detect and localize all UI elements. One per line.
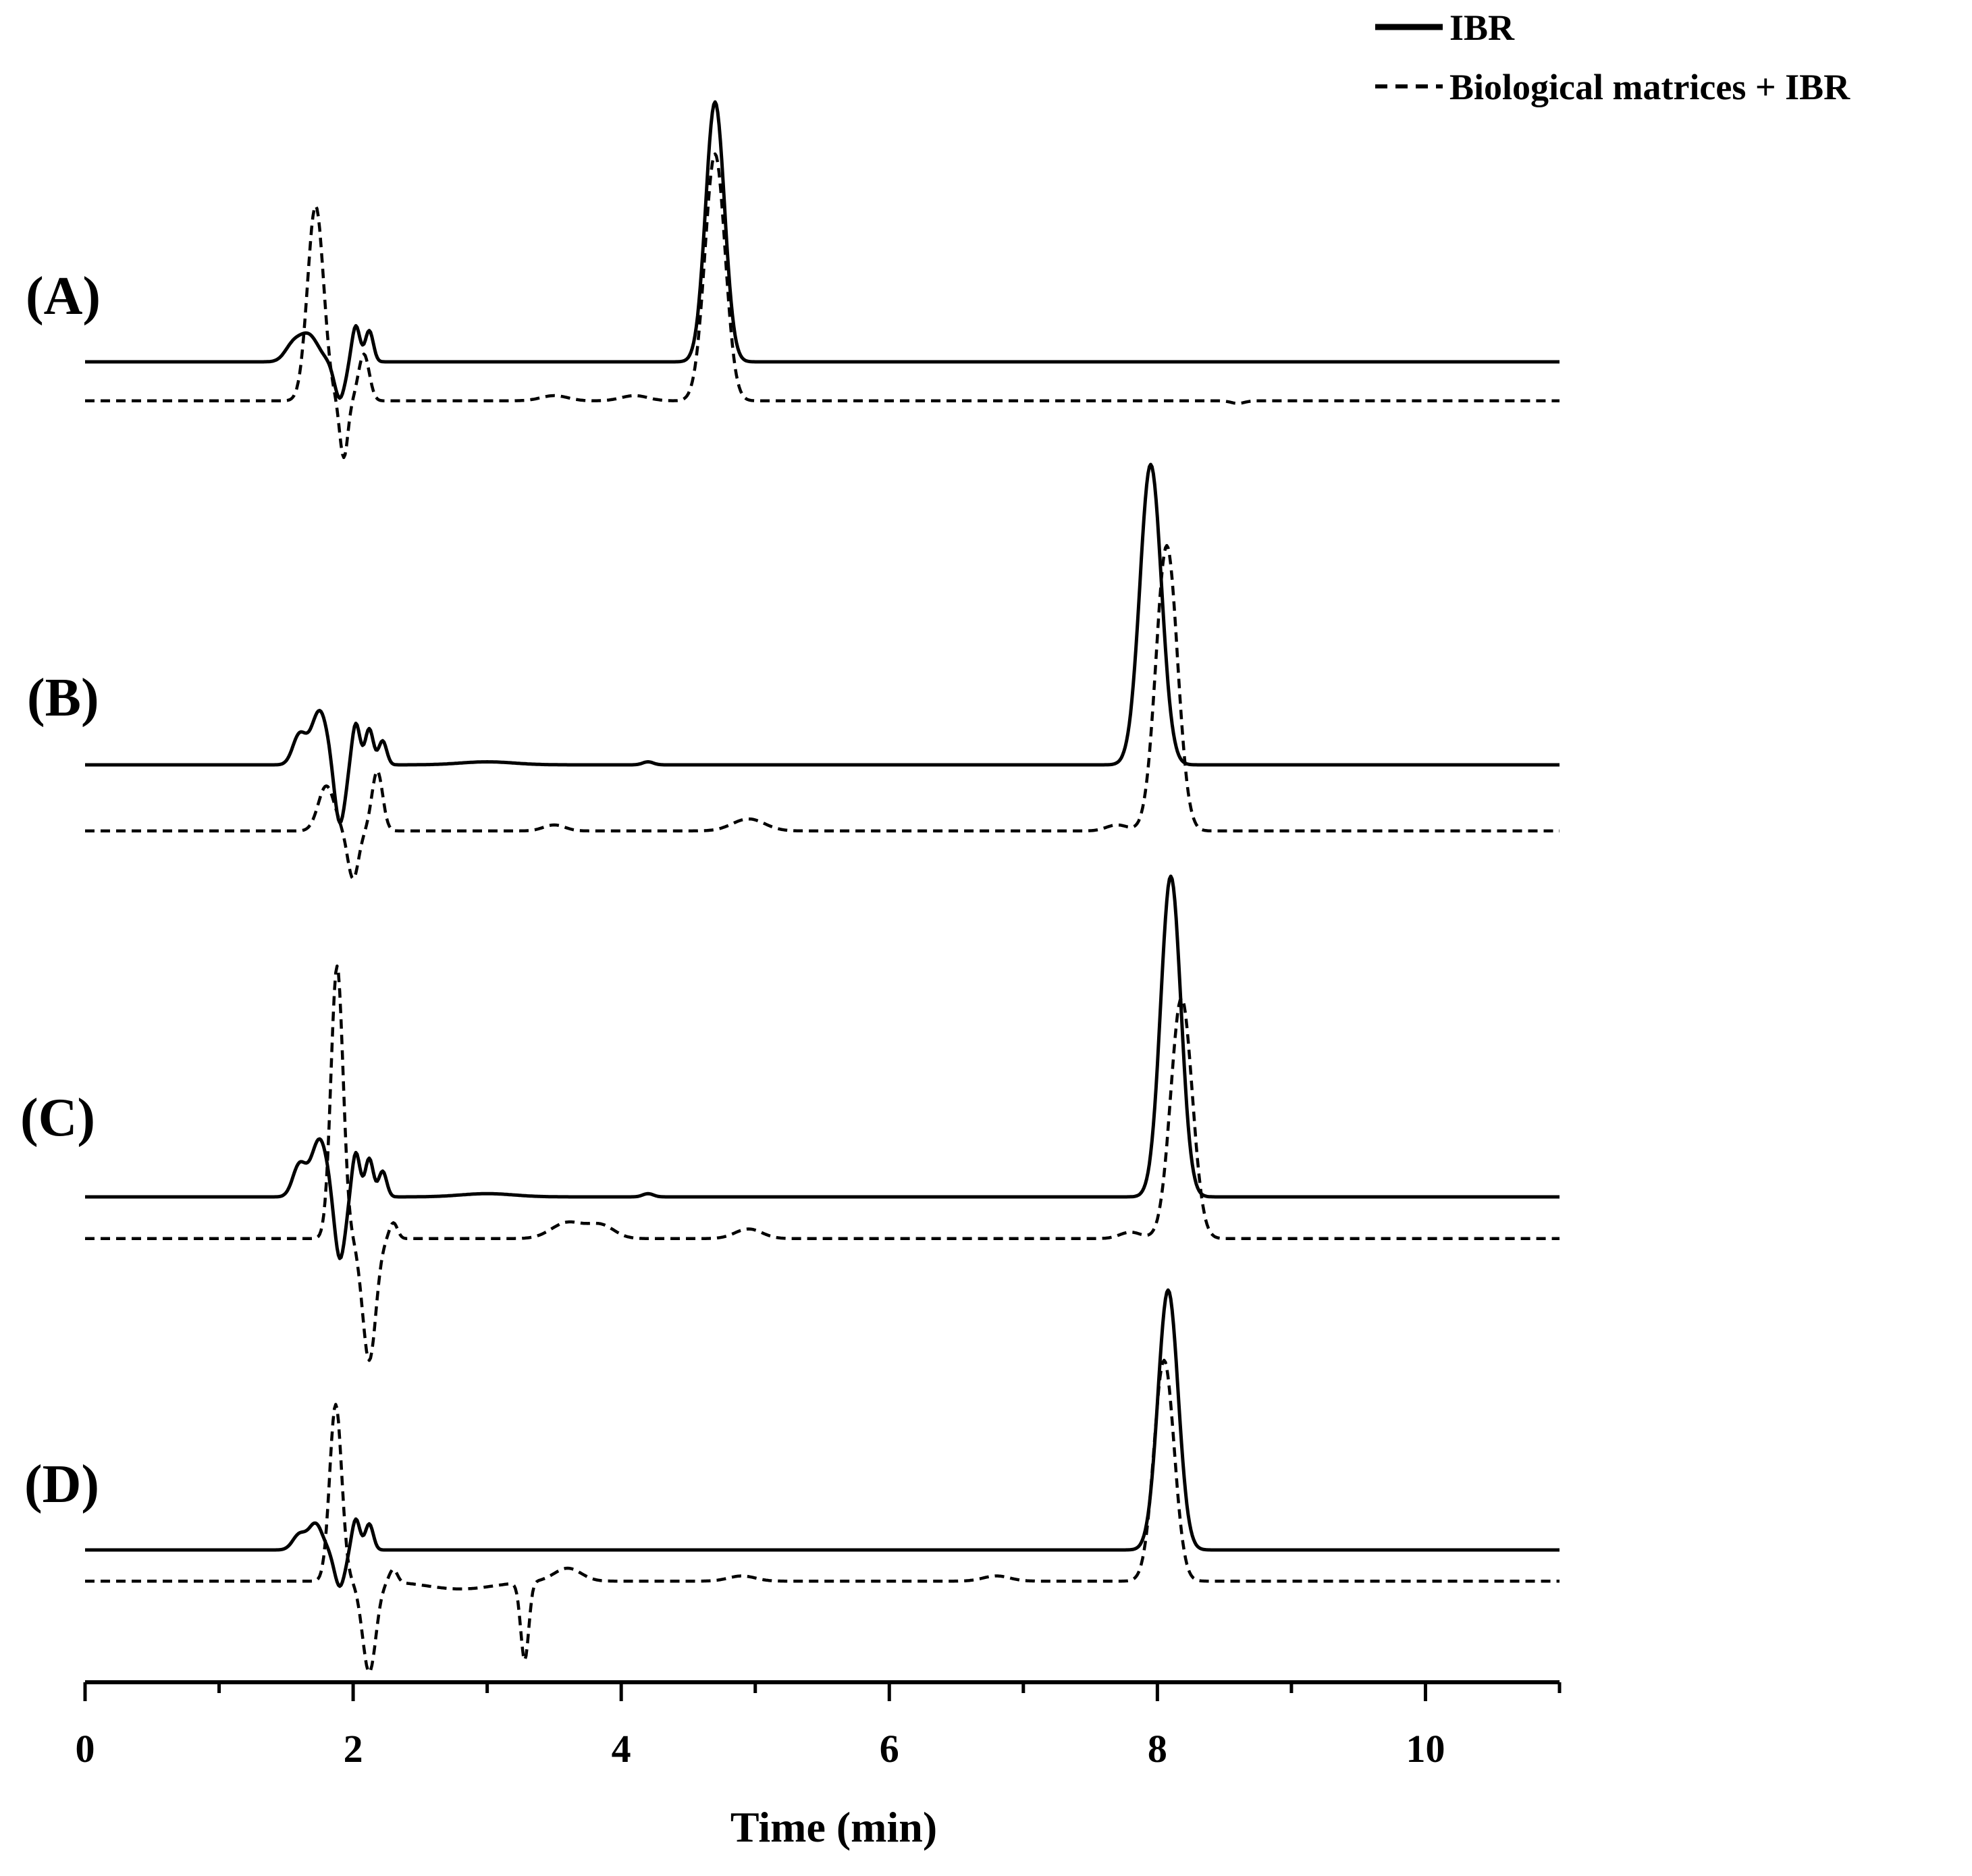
x-tick-label-0: 0: [76, 1727, 95, 1771]
x-axis-ticks: [83, 1682, 1562, 1701]
panel-label-a: (A): [26, 267, 101, 326]
x-tick-label-4: 4: [612, 1727, 631, 1771]
x-tick-label-10: 10: [1406, 1727, 1445, 1771]
x-tick-label-2: 2: [344, 1727, 363, 1771]
trace-layer: [84, 100, 1560, 1674]
panel-label-c: (C): [20, 1088, 95, 1148]
legend-label-ibr: IBR: [1449, 7, 1515, 48]
panel-d: [84, 1288, 1560, 1674]
dashed-trace-a: [84, 152, 1560, 460]
x-tick-label-6: 6: [880, 1727, 899, 1771]
dashed-trace-c: [84, 964, 1560, 1362]
legend: IBR Biological matrices + IBR: [1375, 7, 1850, 107]
solid-trace-d: [84, 1288, 1560, 1588]
panel-label-b: (B): [27, 668, 99, 728]
x-axis-title: Time (min): [730, 1803, 937, 1851]
solid-trace-b: [84, 462, 1560, 824]
panel-c: [84, 874, 1560, 1362]
dashed-trace-d: [84, 1358, 1560, 1674]
x-axis-tick-labels: 0 2 4 6 8 10: [76, 1727, 1445, 1771]
dashed-trace-b: [84, 543, 1560, 881]
panel-a: [84, 100, 1560, 460]
panel-b: [84, 462, 1560, 881]
legend-label-biological-matrices: Biological matrices + IBR: [1449, 67, 1850, 107]
x-tick-label-8: 8: [1148, 1727, 1167, 1771]
solid-trace-c: [84, 874, 1560, 1260]
panel-label-d: (D): [24, 1455, 99, 1514]
